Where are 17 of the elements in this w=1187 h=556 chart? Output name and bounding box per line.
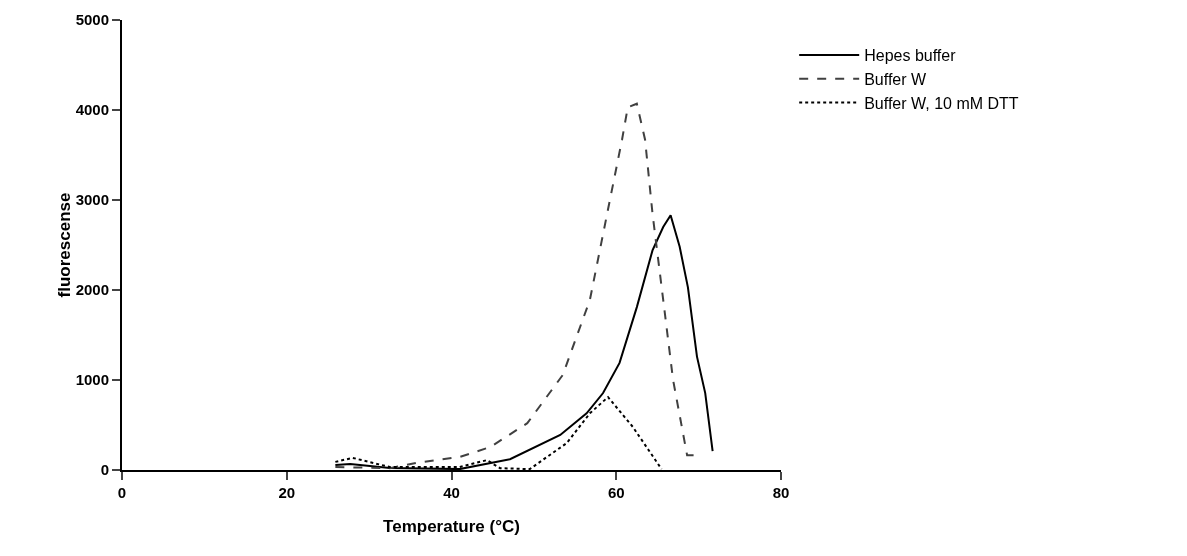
legend-label: Buffer W [864, 70, 928, 88]
legend-label: Hepes buffer [864, 47, 957, 65]
x-tick-label: 60 [607, 484, 625, 501]
x-axis-title: Temperature (°C) [383, 517, 520, 536]
line-series [334, 102, 696, 470]
y-tick-label: 1000 [75, 371, 109, 389]
y-tick-label: 4000 [75, 101, 109, 119]
y-axis-title: fluorescense [54, 192, 74, 298]
legend-label: Buffer W, 10 mM DTT [864, 94, 1019, 112]
y-tick-label: 3000 [75, 191, 109, 209]
y-tick-label: 0 [100, 461, 109, 479]
y-tick-label: 5000 [75, 11, 109, 29]
x-tick-label: 40 [443, 484, 460, 501]
x-tick-label: 20 [278, 484, 296, 501]
y-tick-label: 2000 [75, 281, 109, 299]
x-tick-label: 80 [772, 484, 790, 501]
x-tick-label: 0 [117, 484, 127, 501]
